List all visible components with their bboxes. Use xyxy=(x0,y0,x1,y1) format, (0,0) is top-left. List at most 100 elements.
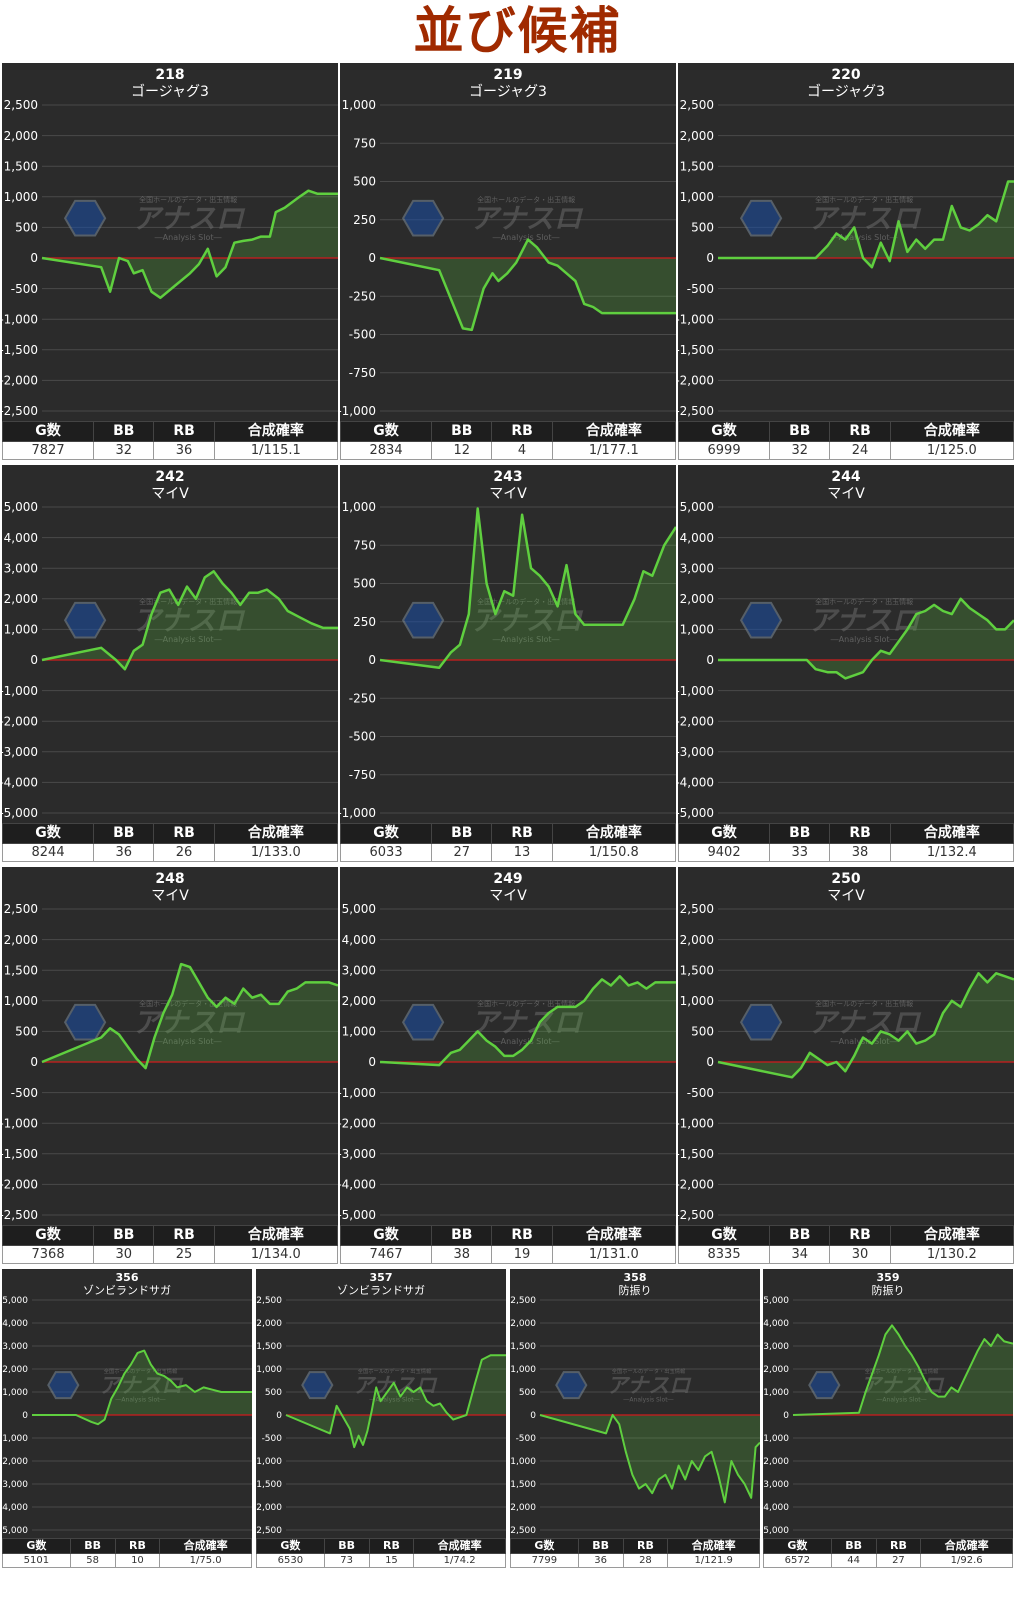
y-tick-label: -4,000 xyxy=(2,776,38,790)
rb-count: 25 xyxy=(153,1245,215,1264)
chart-panel: 220 ゴージャグ3 2,500 2,000 1,500 1,000 500 0 -500 -1,… xyxy=(678,63,1014,421)
y-tick-label: -3,000 xyxy=(763,1480,789,1490)
y-tick-label: 750 xyxy=(353,538,376,552)
y-tick-label: 5,000 xyxy=(2,1296,28,1306)
header-g: G数 xyxy=(677,421,771,442)
machine-name: ゴージャグ3 xyxy=(807,83,885,100)
games-count: 7827 xyxy=(1,441,95,460)
watermark-text: アナスロ xyxy=(860,1374,946,1398)
combined-probability: 1/92.6 xyxy=(920,1553,1013,1568)
chart-panel: 244 マイV 5,000 4,000 3,000 2,000 1,000 0 -1,000 -2… xyxy=(678,465,1014,823)
rb-count: 36 xyxy=(153,441,215,460)
y-tick-label: -4,000 xyxy=(2,1503,28,1513)
y-tick-label: -750 xyxy=(349,768,376,782)
bb-count: 36 xyxy=(93,843,155,862)
combined-probability: 1/177.1 xyxy=(551,441,677,460)
y-tick-label: 4,000 xyxy=(763,1319,789,1329)
y-tick-label: -2,000 xyxy=(256,1503,282,1513)
games-count: 9402 xyxy=(677,843,771,862)
y-tick-label: 4,000 xyxy=(2,1319,28,1329)
header-bb: BB xyxy=(431,823,493,844)
games-count: 8244 xyxy=(1,843,95,862)
chart-number: 242 xyxy=(155,469,184,485)
y-tick-label: 4,000 xyxy=(342,933,376,947)
watermark-subtext: ―Analysis Slot― xyxy=(493,233,560,242)
y-tick-label: 2,000 xyxy=(256,1319,282,1329)
machine-name: マイV xyxy=(489,486,527,502)
header-bb: BB xyxy=(93,823,155,844)
y-tick-label: -500 xyxy=(516,1434,537,1444)
watermark-logo-icon xyxy=(63,1003,107,1041)
machine-name: マイV xyxy=(827,888,865,904)
watermark-text: アナスロ xyxy=(132,604,245,637)
y-tick-label: 500 xyxy=(15,221,38,235)
watermark-logo-icon xyxy=(555,1371,588,1400)
watermark-text: アナスロ xyxy=(607,1374,693,1398)
watermark-subtext: ―Analysis Slot― xyxy=(493,1037,560,1046)
watermark-subtext: ―Analysis Slot― xyxy=(493,635,560,644)
y-tick-label: 0 xyxy=(706,251,714,265)
series-area xyxy=(718,598,1014,679)
bb-count: 36 xyxy=(577,1553,624,1568)
watermark-subtext: ―Analysis Slot― xyxy=(623,1397,673,1404)
y-tick-label: -1,000 xyxy=(510,1457,536,1467)
y-tick-label: 500 xyxy=(353,577,376,591)
y-tick-label: -3,000 xyxy=(678,745,714,759)
header-bb: BB xyxy=(93,421,155,442)
watermark-subtext: ―Analysis Slot― xyxy=(831,635,898,644)
chart-panel: 243 マイV 1,000 750 500 250 0 -250 -500 -750 -1,000 ア… xyxy=(340,465,676,823)
y-tick-label: 0 xyxy=(22,1411,28,1421)
series-line xyxy=(41,962,338,1070)
series-area xyxy=(42,190,338,298)
y-tick-label: 2,000 xyxy=(680,933,714,947)
series-line xyxy=(718,597,1014,680)
header-rb: RB xyxy=(491,823,553,844)
y-tick-label: -500 xyxy=(262,1434,283,1444)
y-tick-label: -1,500 xyxy=(678,343,714,357)
y-tick-label: 2,000 xyxy=(763,1365,789,1375)
stats-table: G数 BB RB 合成確率 6033 27 13 1/150.8 xyxy=(339,823,677,862)
header-prob: 合成確率 xyxy=(213,823,339,844)
y-tick-label: -250 xyxy=(349,691,376,705)
chart-panel: 242 マイV 5,000 4,000 3,000 2,000 1,000 0 -1,000 -2… xyxy=(2,465,338,823)
header-g: G数 xyxy=(339,1225,433,1246)
y-tick-label: -500 xyxy=(11,1086,38,1100)
series-area xyxy=(42,571,338,670)
rb-count: 38 xyxy=(829,843,891,862)
chart-number: 357 xyxy=(370,1271,393,1284)
y-tick-label: 2,000 xyxy=(342,994,376,1008)
y-tick-label: 500 xyxy=(519,1388,536,1398)
watermark-subtext: ―Analysis Slot― xyxy=(831,233,898,242)
chart-number: 250 xyxy=(831,871,860,887)
header-prob: 合成確率 xyxy=(213,421,339,442)
stats-table: G数 BB RB 合成確率 6530 73 15 1/74.2 xyxy=(256,1538,506,1568)
combined-probability: 1/130.2 xyxy=(889,1245,1015,1264)
series-line xyxy=(379,507,676,669)
watermark: アナスロ―Analysis Slot― 全国ホールのデータ・出玉情報 xyxy=(63,597,246,644)
y-tick-label: -2,000 xyxy=(763,1457,789,1467)
chart-number: 219 xyxy=(493,67,522,83)
stats-table: G数 BB RB 合成確率 7827 32 36 1/115.1 xyxy=(1,421,339,460)
games-count: 7467 xyxy=(339,1245,433,1264)
machine-name: マイV xyxy=(489,888,527,904)
y-tick-label: -1,500 xyxy=(256,1480,282,1490)
rb-count: 19 xyxy=(491,1245,553,1264)
series-line xyxy=(32,1349,252,1426)
series-line xyxy=(379,975,676,1067)
header-bb: BB xyxy=(769,1225,831,1246)
watermark-tagline: 全国ホールのデータ・出玉情報 xyxy=(104,1367,178,1375)
y-tick-label: 0 xyxy=(30,1055,38,1069)
y-tick-label: 2,000 xyxy=(4,129,38,143)
games-count: 8335 xyxy=(677,1245,771,1264)
combined-probability: 1/75.0 xyxy=(159,1553,252,1568)
bb-count: 73 xyxy=(323,1553,370,1568)
watermark-logo-icon xyxy=(301,1371,334,1400)
stats-table: G数 BB RB 合成確率 2834 12 4 1/177.1 xyxy=(339,421,677,460)
combined-probability: 1/134.0 xyxy=(213,1245,339,1264)
series-area xyxy=(380,239,676,330)
header-prob: 合成確率 xyxy=(159,1538,252,1554)
